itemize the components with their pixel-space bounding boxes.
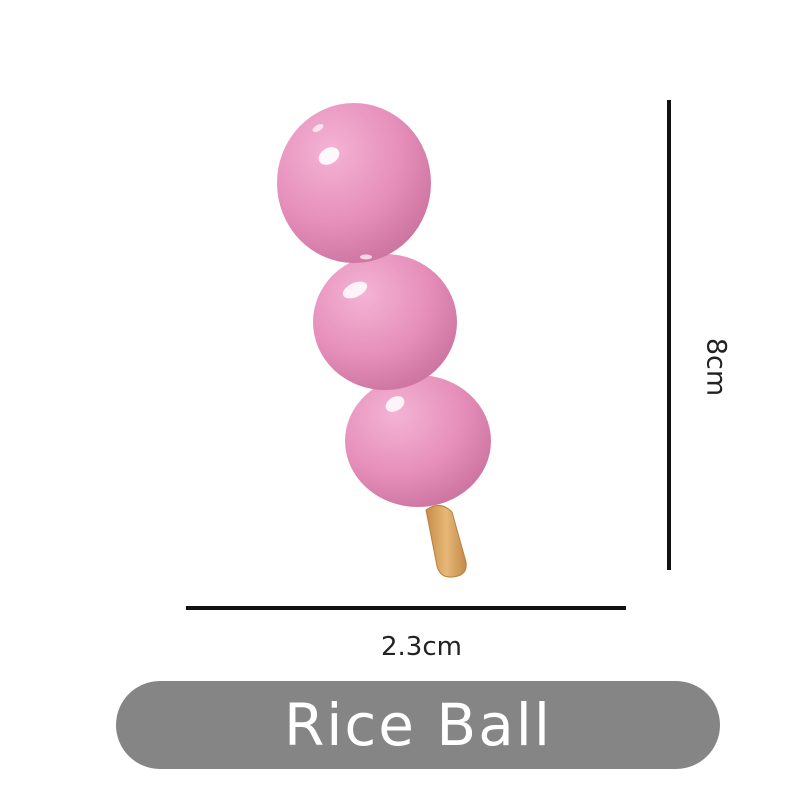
top-ball [277, 103, 431, 263]
middle-ball [313, 254, 457, 390]
bottom-ball [345, 375, 491, 507]
product-title: Rice Ball [284, 691, 552, 759]
height-label: 8cm [700, 337, 732, 397]
title-badge: Rice Ball [116, 681, 720, 769]
width-label: 2.3cm [381, 632, 462, 662]
width-dimension-line [186, 606, 626, 610]
height-dimension-line [667, 100, 671, 570]
skewer-stick [425, 505, 467, 578]
